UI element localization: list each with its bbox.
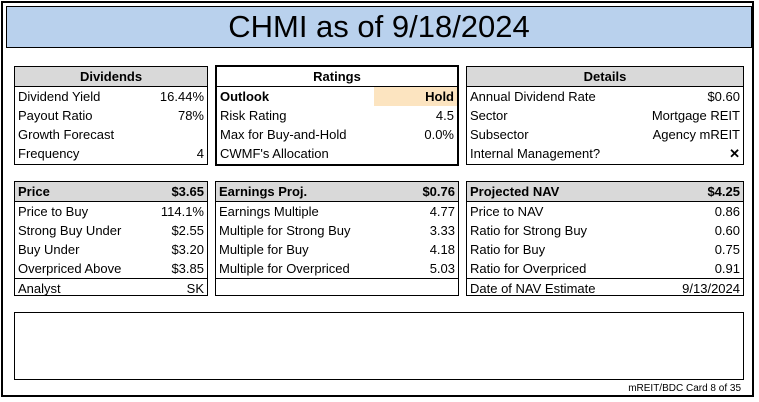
row-value: 4 — [196, 146, 204, 161]
ratings-header: Ratings — [217, 67, 457, 87]
row-label: Outlook — [220, 89, 270, 104]
frequency-row: Frequency 4 — [15, 144, 207, 163]
row-label: Price to NAV — [470, 204, 544, 219]
price-panel: Price $3.65 Price to Buy 114.1% Strong Buy… — [14, 181, 208, 296]
earnings-panel: Earnings Proj. $0.76 Earnings Multiple 4.7… — [215, 181, 459, 296]
ratio-buy-row: Ratio for Buy 0.75 — [467, 240, 743, 259]
row-value: 4.18 — [429, 242, 455, 257]
row-label: Subsector — [470, 127, 529, 142]
row-label: Ratio for Strong Buy — [470, 223, 588, 238]
analyst-row: Analyst SK — [15, 278, 207, 298]
annual-dividend-rate-row: Annual Dividend Rate $0.60 — [467, 87, 743, 106]
growth-forecast-row: Growth Forecast — [15, 125, 207, 144]
row-value: 0.91 — [714, 261, 740, 276]
outlook-row: Outlook Hold — [217, 87, 457, 106]
details-panel: Details Annual Dividend Rate $0.60 Sector… — [466, 66, 744, 165]
row-value: 114.1% — [160, 204, 204, 219]
row-value: 0.0% — [424, 127, 454, 142]
row-value: Mortgage REIT — [651, 108, 740, 123]
row-value: 5.03 — [429, 261, 455, 276]
row-label: Dividend Yield — [18, 89, 101, 104]
x-mark-icon: ✕ — [729, 146, 740, 161]
notes-box — [14, 312, 744, 380]
earnings-header: Earnings Proj. $0.76 — [216, 182, 458, 202]
header-value: $3.65 — [171, 184, 204, 199]
subsector-row: Subsector Agency mREIT — [467, 125, 743, 144]
row-label: Overpriced Above — [18, 261, 122, 276]
row-label: Multiple for Overpriced — [219, 261, 350, 276]
strong-buy-under-row: Strong Buy Under $2.55 — [15, 221, 207, 240]
ratings-panel: Ratings Outlook Hold Risk Rating 4.5 Max f… — [215, 65, 459, 166]
max-buy-hold-row: Max for Buy-and-Hold 0.0% — [217, 125, 457, 144]
row-label: Sector — [470, 108, 508, 123]
earnings-multiple-row: Earnings Multiple 4.77 — [216, 202, 458, 221]
row-value: $3.20 — [171, 242, 204, 257]
row-label: Ratio for Overpriced — [470, 261, 587, 276]
risk-rating-row: Risk Rating 4.5 — [217, 106, 457, 125]
internal-management-row: Internal Management? ✕ — [467, 144, 743, 163]
row-label: Multiple for Buy — [219, 242, 309, 257]
header-label: Projected NAV — [470, 184, 560, 199]
row-value: 0.60 — [714, 223, 740, 238]
row-label: Earnings Multiple — [219, 204, 319, 219]
row-value: 16.44% — [159, 89, 204, 104]
sector-row: Sector Mortgage REIT — [467, 106, 743, 125]
nav-panel: Projected NAV $4.25 Price to NAV 0.86 Rati… — [466, 181, 744, 296]
dividends-header: Dividends — [15, 67, 207, 87]
nav-date-row: Date of NAV Estimate 9/13/2024 — [467, 278, 743, 298]
row-label: Analyst — [18, 281, 61, 296]
row-label: Payout Ratio — [18, 108, 93, 123]
row-label: Multiple for Strong Buy — [219, 223, 351, 238]
ratio-overpriced-row: Ratio for Overpriced 0.91 — [467, 259, 743, 278]
row-label: Strong Buy Under — [18, 223, 122, 238]
multiple-strong-buy-row: Multiple for Strong Buy 3.33 — [216, 221, 458, 240]
row-value: Agency mREIT — [652, 127, 740, 142]
row-value: 4.5 — [435, 108, 454, 123]
card-footer: mREIT/BDC Card 8 of 35 — [628, 383, 741, 394]
row-label: Annual Dividend Rate — [470, 89, 596, 104]
row-label: CWMF's Allocation — [220, 146, 329, 161]
multiple-buy-row: Multiple for Buy 4.18 — [216, 240, 458, 259]
row-label: Ratio for Buy — [470, 242, 546, 257]
row-value: $0.60 — [707, 89, 740, 104]
row-value: $3.85 — [171, 261, 204, 276]
row-label: Date of NAV Estimate — [470, 281, 596, 296]
payout-ratio-row: Payout Ratio 78% — [15, 106, 207, 125]
nav-header: Projected NAV $4.25 — [467, 182, 743, 202]
dividends-panel: Dividends Dividend Yield 16.44% Payout Ra… — [14, 66, 208, 165]
header-label: Earnings Proj. — [219, 184, 308, 199]
header-label: Price — [18, 184, 50, 199]
row-value: 78% — [177, 108, 204, 123]
ratio-strong-buy-row: Ratio for Strong Buy 0.60 — [467, 221, 743, 240]
row-label: Frequency — [18, 146, 80, 161]
row-value: SK — [186, 281, 204, 296]
row-value: 3.33 — [429, 223, 455, 238]
row-label: Risk Rating — [220, 108, 287, 123]
row-label: Max for Buy-and-Hold — [220, 127, 347, 142]
cwmf-allocation-row: CWMF's Allocation — [217, 144, 457, 163]
price-header: Price $3.65 — [15, 182, 207, 202]
row-label: Price to Buy — [18, 204, 89, 219]
dividend-yield-row: Dividend Yield 16.44% — [15, 87, 207, 106]
row-label: Internal Management? — [470, 146, 601, 161]
price-to-buy-row: Price to Buy 114.1% — [15, 202, 207, 221]
outlook-value: Hold — [374, 87, 457, 106]
earnings-empty-row — [216, 278, 458, 298]
row-label: Buy Under — [18, 242, 80, 257]
row-label: Growth Forecast — [18, 127, 115, 142]
row-value: 4.77 — [429, 204, 455, 219]
row-value: $2.55 — [171, 223, 204, 238]
header-value: $0.76 — [422, 184, 455, 199]
header-value: $4.25 — [707, 184, 740, 199]
row-value: 0.75 — [714, 242, 740, 257]
multiple-overpriced-row: Multiple for Overpriced 5.03 — [216, 259, 458, 278]
overpriced-above-row: Overpriced Above $3.85 — [15, 259, 207, 278]
details-header: Details — [467, 67, 743, 87]
card-frame — [1, 1, 754, 397]
price-to-nav-row: Price to NAV 0.86 — [467, 202, 743, 221]
buy-under-row: Buy Under $3.20 — [15, 240, 207, 259]
row-value: 0.86 — [714, 204, 740, 219]
row-value: 9/13/2024 — [682, 281, 740, 296]
card-title: CHMI as of 9/18/2024 — [6, 6, 752, 48]
